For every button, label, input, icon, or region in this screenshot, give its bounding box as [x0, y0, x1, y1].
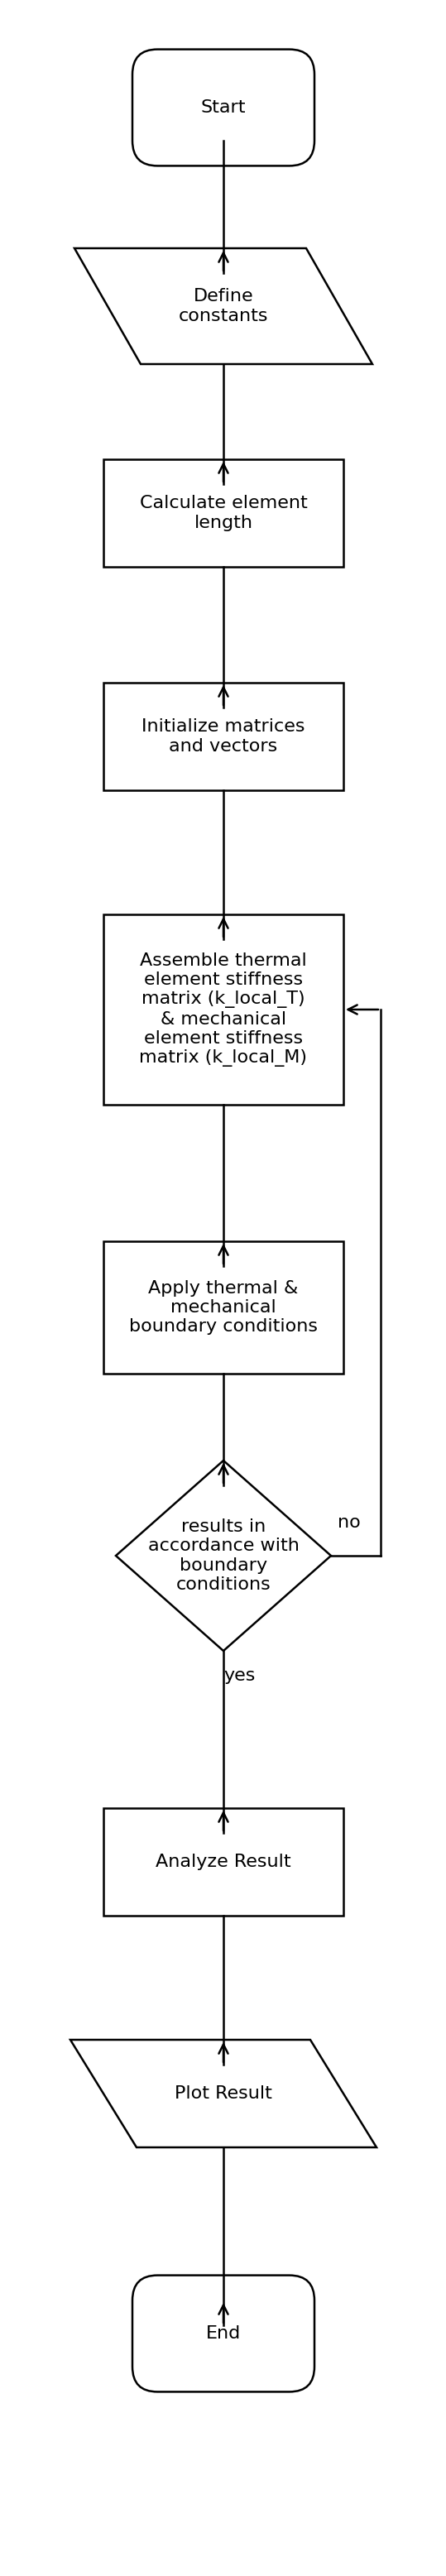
- Text: Plot Result: Plot Result: [175, 2087, 272, 2102]
- FancyBboxPatch shape: [132, 2275, 314, 2391]
- Bar: [103, 914, 343, 1105]
- Bar: [103, 683, 343, 791]
- Bar: [103, 1242, 343, 1373]
- Text: End: End: [206, 2326, 241, 2342]
- Text: Calculate element
length: Calculate element length: [140, 495, 307, 531]
- Text: results in
accordance with
boundary
conditions: results in accordance with boundary cond…: [148, 1520, 299, 1592]
- Text: Apply thermal &
mechanical
boundary conditions: Apply thermal & mechanical boundary cond…: [129, 1280, 318, 1334]
- Text: Start: Start: [201, 100, 246, 116]
- Text: no: no: [338, 1515, 360, 1530]
- Polygon shape: [70, 2040, 376, 2148]
- Text: Assemble thermal
element stiffness
matrix (k_local_T)
& mechanical
element stiff: Assemble thermal element stiffness matri…: [140, 953, 307, 1066]
- Bar: [103, 459, 343, 567]
- Polygon shape: [74, 247, 372, 363]
- Text: Analyze Result: Analyze Result: [156, 1855, 291, 1870]
- FancyBboxPatch shape: [132, 49, 314, 165]
- Bar: [103, 1808, 343, 1917]
- Text: Define
constants: Define constants: [178, 289, 268, 325]
- Text: yes: yes: [224, 1667, 256, 1685]
- Polygon shape: [116, 1461, 331, 1651]
- Text: Initialize matrices
and vectors: Initialize matrices and vectors: [142, 719, 305, 755]
